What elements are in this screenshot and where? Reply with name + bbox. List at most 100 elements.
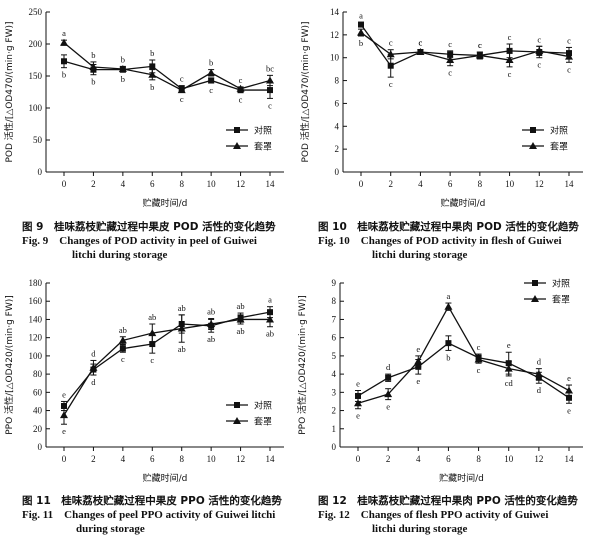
y-tick-label: 6	[335, 98, 340, 108]
x-tick-label: 2	[386, 454, 391, 464]
caption-fig12-en-line2: litchi during storage	[372, 523, 468, 535]
significance-label: c	[448, 68, 452, 78]
y-tick-label: 50	[33, 135, 43, 145]
legend-marker-triangle	[233, 142, 241, 149]
data-point-triangle	[148, 70, 157, 78]
y-tick-label: 8	[332, 296, 337, 306]
series-line	[63, 42, 271, 91]
caption-fig11-en-line1: Fig. 11 Changes of peel PPO activity of …	[22, 509, 276, 521]
y-tick-label: 2	[335, 144, 340, 154]
y-tick-label: 5	[332, 351, 337, 361]
significance-label: c	[389, 38, 393, 48]
data-point-square	[149, 341, 156, 348]
significance-label: e	[416, 376, 420, 386]
significance-label: d	[537, 385, 542, 395]
data-point-triangle	[118, 336, 127, 344]
data-point-square	[358, 21, 364, 28]
y-tick-label: 4	[332, 369, 337, 379]
x-tick-label: 0	[62, 179, 67, 189]
caption-fig11: 图 11 桂味荔枝贮藏过程中果皮 PPO 活性的变化趋势 Fig. 11 Cha…	[22, 494, 282, 536]
significance-label: ab	[237, 326, 245, 336]
significance-label: c	[508, 32, 512, 42]
significance-label: cd	[505, 378, 514, 388]
significance-label: b	[150, 48, 154, 58]
x-tick-label: 8	[478, 179, 483, 189]
x-tick-label: 10	[207, 454, 217, 464]
data-point-triangle	[207, 320, 216, 327]
legend-marker-triangle	[233, 417, 241, 424]
significance-label: c	[180, 94, 184, 104]
y-axis-label: PPO 活性/[△OD420/(min·g FW)]	[3, 295, 15, 435]
data-point-triangle	[118, 64, 127, 72]
x-tick-label: 2	[91, 454, 96, 464]
legend-label: 套罩	[254, 416, 272, 428]
significance-label: e	[62, 426, 66, 436]
significance-label: e	[62, 389, 66, 399]
significance-label: e	[507, 340, 511, 350]
significance-label: ab	[207, 334, 215, 344]
data-point-triangle	[266, 76, 274, 84]
data-point-triangle	[446, 56, 455, 63]
y-tick-label: 4	[335, 121, 340, 131]
significance-label: c	[209, 85, 213, 95]
x-tick-label: 8	[476, 454, 481, 464]
legend-entry: 套罩	[522, 141, 568, 153]
data-point-square	[506, 47, 513, 54]
data-point-triangle	[535, 46, 544, 54]
data-point-triangle	[416, 48, 425, 55]
significance-label: c	[537, 60, 541, 70]
legend-entry: 对照	[226, 125, 272, 137]
y-tick-label: 0	[38, 442, 43, 452]
significance-label: c	[478, 40, 482, 50]
x-tick-label: 12	[236, 179, 245, 189]
caption-fig9: 图 9 桂味荔枝贮藏过程中果皮 POD 活性的变化趋势 Fig. 9 Chang…	[22, 220, 276, 262]
x-tick-label: 6	[448, 179, 453, 189]
significance-label: e	[386, 402, 390, 412]
y-tick-label: 140	[29, 314, 43, 324]
x-tick-label: 14	[266, 179, 276, 189]
x-tick-label: 2	[91, 179, 96, 189]
x-tick-label: 4	[418, 179, 423, 189]
significance-label: ab	[119, 325, 127, 335]
legend-entry: 套罩	[226, 141, 272, 153]
significance-label: c	[567, 64, 571, 74]
data-point-triangle	[504, 364, 513, 372]
data-point-square	[208, 77, 215, 84]
series-line	[357, 342, 570, 399]
caption-fig12: 图 12 桂味荔枝贮藏过程中果肉 PPO 活性的变化趋势 Fig. 12 Cha…	[318, 494, 578, 536]
y-tick-label: 1	[332, 424, 337, 434]
legend-entry: 套罩	[524, 294, 570, 306]
significance-label: ab	[266, 329, 274, 339]
legend-label: 对照	[552, 278, 570, 290]
legend-marker-square	[234, 127, 240, 133]
significance-label: c	[478, 40, 482, 50]
series-line	[63, 60, 270, 91]
significance-label: c	[477, 342, 481, 352]
significance-label: c	[508, 69, 512, 79]
significance-label: d	[386, 362, 391, 372]
significance-label: ab	[178, 344, 186, 354]
chart-2: 0 2 4 6 8 10 12 14 0 2 4 6 8 10 12 14 贮藏时间/d POD 活性/[△OD4…	[299, 7, 583, 209]
caption-fig12-zh: 图 12 桂味荔枝贮藏过程中果肉 PPO 活性的变化趋势	[318, 495, 578, 507]
data-point-triangle	[565, 52, 573, 60]
significance-label: d	[91, 377, 96, 387]
x-tick-label: 8	[179, 179, 184, 189]
x-axis-label: 贮藏时间/d	[143, 472, 188, 484]
x-tick-label: 0	[359, 179, 364, 189]
legend-marker-square	[530, 127, 536, 133]
data-point-square	[445, 340, 452, 347]
legend-marker-triangle	[531, 295, 539, 302]
y-tick-label: 100	[29, 103, 43, 113]
data-point-triangle	[505, 56, 514, 63]
legend-label: 套罩	[552, 294, 570, 306]
significance-label: bc	[266, 63, 274, 73]
data-point-triangle	[384, 390, 393, 398]
data-point-triangle	[60, 411, 68, 419]
data-point-square	[149, 63, 156, 70]
data-point-triangle	[474, 355, 483, 363]
significance-label: c	[180, 74, 184, 84]
data-point-square	[387, 62, 394, 69]
significance-label: ab	[178, 303, 186, 313]
